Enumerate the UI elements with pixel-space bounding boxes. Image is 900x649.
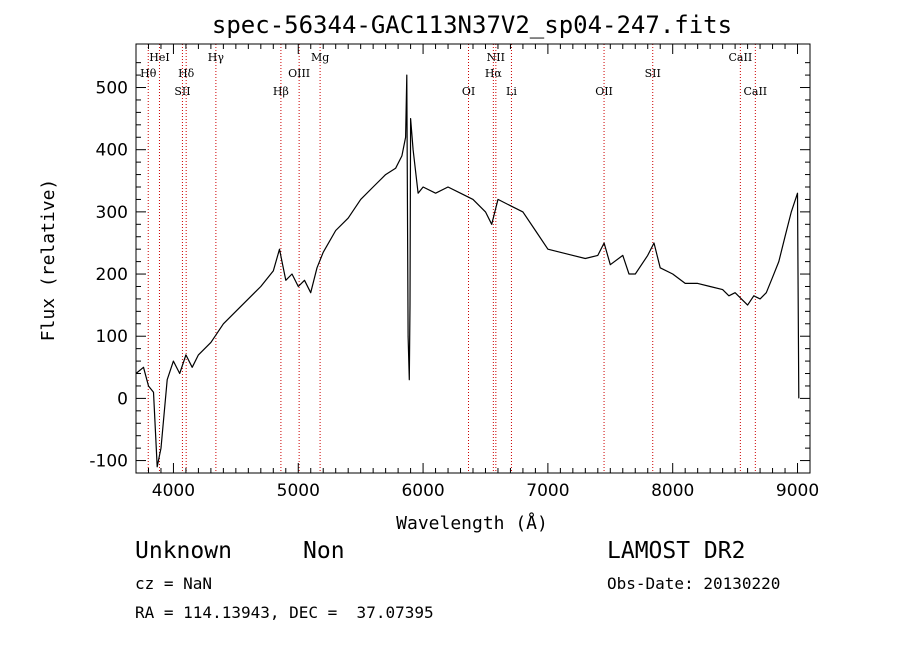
line-marker-label: Li [506, 85, 517, 98]
y-tick-label: 400 [96, 141, 128, 161]
x-tick-label: 7000 [526, 481, 569, 501]
line-marker-label: HeI [149, 51, 169, 64]
line-marker-label: Hδ [178, 67, 195, 80]
y-tick-label: 200 [96, 265, 128, 285]
chart-title: spec-56344-GAC113N37V2_sp04-247.fits [212, 11, 732, 39]
line-marker-label: Hα [485, 67, 503, 80]
redshift-cz: cz = NaN [135, 574, 213, 593]
line-marker-label: CaII [729, 51, 753, 64]
x-axis-label: Wavelength (Å) [396, 512, 548, 534]
x-tick-label: 8000 [651, 481, 694, 501]
line-marker-label: CaII [743, 85, 767, 98]
plot-frame [135, 43, 811, 474]
line-marker-label: Hγ [208, 51, 225, 64]
x-tick-label: 6000 [401, 481, 444, 501]
line-marker-label: Hθ [140, 67, 157, 80]
axis-ticks: 4000 5000 6000 7000 8000 9000 -100 0 100 200 300 40… [89, 44, 819, 501]
object-class: Unknown [135, 538, 232, 564]
survey-name: LAMOST DR2 [607, 538, 746, 564]
line-marker-label: OIII [288, 67, 310, 80]
y-axis-label: Flux (relative) [38, 179, 59, 342]
object-subclass: Non [303, 538, 345, 564]
y-tick-label: 0 [117, 389, 128, 409]
ra-dec-coordinates: RA = 114.13943, DEC = 37.07395 [135, 603, 434, 622]
y-tick-label: -100 [89, 452, 128, 472]
line-marker-label: Mg [311, 51, 329, 64]
line-marker-label: NII [487, 51, 505, 64]
x-tick-label: 9000 [776, 481, 819, 501]
line-marker-label: SII [645, 67, 661, 80]
y-tick-label: 300 [96, 203, 128, 223]
line-marker-label: OII [595, 85, 613, 98]
x-tick-label: 4000 [152, 481, 195, 501]
line-marker-label: OI [462, 85, 475, 98]
spectrum-line-0 [135, 74, 800, 468]
y-tick-label: 100 [96, 327, 128, 347]
line-marker-label: SII [174, 85, 190, 98]
spectrum-series [135, 74, 800, 468]
x-tick-label: 5000 [277, 481, 320, 501]
observation-date: Obs-Date: 20130220 [607, 574, 781, 593]
y-tick-label: 500 [96, 79, 128, 99]
line-marker-label: Hβ [273, 85, 289, 98]
